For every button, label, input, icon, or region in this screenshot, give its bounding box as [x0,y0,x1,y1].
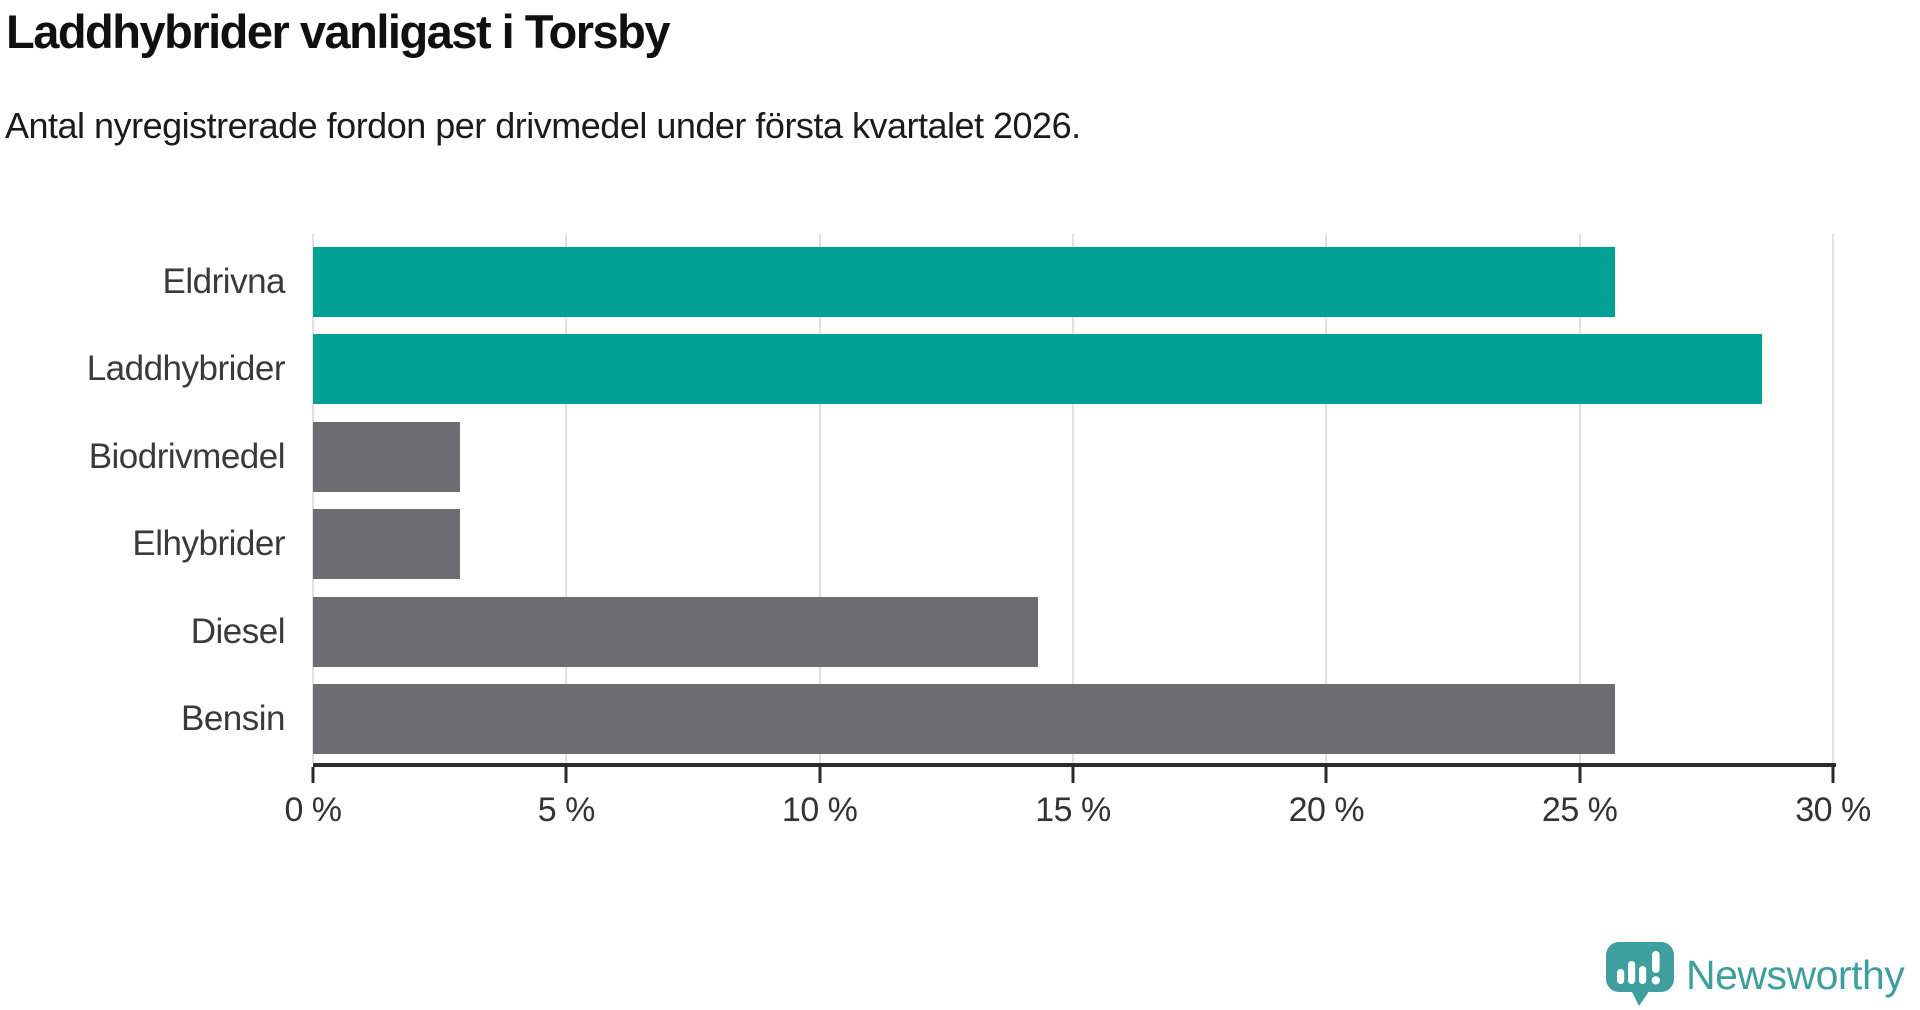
gridline-5 [565,234,568,763]
bar-diesel [313,596,1038,667]
x-tick-15 [1071,767,1075,783]
bar-row [313,326,1833,414]
category-label-diesel: Diesel [190,611,286,651]
x-tick-30 [1831,767,1835,783]
x-tick-label-25: 25 % [1541,791,1618,829]
bar-row [313,501,1833,589]
chart-title: Laddhybrider vanligast i Torsby [6,5,671,58]
x-tick-25 [1578,767,1582,783]
category-labels: Eldrivna Laddhybrider Biodrivmedel Elhybrid… [0,238,286,763]
x-tick-label-20: 20 % [1288,791,1365,829]
x-tick-20 [1324,767,1328,783]
plot-area [312,234,1834,763]
x-axis-ticks: 0 % 5 % 10 % 15 % 20 % 25 % 30 % [284,767,1871,829]
category-label-biodrivmedel: Biodrivmedel [88,436,286,476]
x-tick-label-15: 15 % [1035,791,1111,829]
bar-eldrivna [313,246,1616,317]
gridline-25 [1578,234,1581,763]
x-tick-0 [311,767,315,783]
gridline-10 [818,234,821,763]
chart-subtitle: Antal nyregistrerade fordon per drivmede… [5,105,1081,146]
bar-bensin [313,684,1616,755]
x-tick-label-30: 30 % [1795,791,1871,829]
bar-row [313,676,1833,764]
category-label-laddhybrider: Laddhybrider [86,349,286,389]
x-tick-label-10: 10 % [781,791,858,829]
bar-laddhybrider [313,334,1763,405]
x-tick-5 [564,767,568,783]
category-label-eldrivna: Eldrivna [162,261,286,301]
bar-row [313,413,1833,501]
category-label-bensin: Bensin [180,699,286,739]
x-tick-label-0: 0 % [284,791,342,829]
x-axis-line [313,763,1836,767]
gridline-0 [312,234,314,763]
newsworthy-logo-text: Newsworthy [1686,951,1905,998]
gridline-20 [1325,234,1328,763]
bar-row [313,238,1833,326]
newsworthy-logo: Newsworthy [1606,942,1905,1008]
bar-biodrivmedel [313,421,460,492]
x-tick-10 [818,767,822,783]
bar-rows [313,238,1833,763]
gridline-30 [1832,234,1834,763]
x-tick-label-5: 5 % [537,791,596,829]
category-label-elhybrider: Elhybrider [132,524,285,564]
bar-row [313,588,1833,676]
gridline-15 [1072,234,1074,763]
newsworthy-bubble-chart-icon [1606,942,1674,1006]
bar-elhybrider [313,509,460,580]
